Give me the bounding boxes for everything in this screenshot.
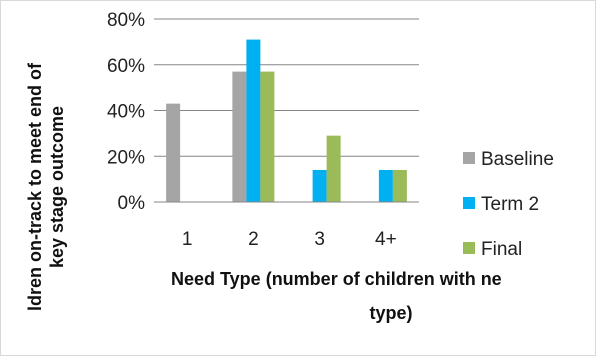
bar-final-2: [260, 71, 275, 202]
y-axis-title-line-2: key stage outcome: [47, 106, 67, 268]
bar-final-4plus: [392, 169, 407, 202]
y-tick-label: 60%: [107, 56, 145, 77]
legend-swatch: [463, 152, 475, 164]
y-tick-label: 0%: [118, 193, 146, 214]
legend-label: Final: [481, 239, 522, 260]
x-tick-labels: 1 2 3 4+: [182, 229, 397, 250]
bar-baseline-2: [232, 71, 247, 202]
y-tick-label: 40%: [107, 102, 145, 123]
legend: Baseline Term 2 Final: [463, 149, 554, 260]
bar-term-2-2: [246, 39, 261, 203]
bar-term-2-4plus: [378, 169, 393, 202]
x-tick-label: 4+: [375, 229, 397, 250]
legend-swatch: [463, 242, 475, 254]
y-tick-label: 80%: [107, 10, 145, 31]
y-tick-label: 20%: [107, 147, 145, 168]
bar-final-3: [326, 135, 341, 202]
x-tick-label: 2: [248, 229, 259, 250]
x-tick-label: 1: [182, 229, 193, 250]
y-axis-title-line-1: ldren on-track to meet end of: [25, 62, 45, 311]
legend-label: Baseline: [481, 149, 554, 170]
legend-swatch: [463, 197, 475, 209]
bar-term-2-3: [312, 169, 327, 202]
x-tick-label: 3: [314, 229, 325, 250]
x-axis-title-line-2: type): [369, 303, 412, 323]
bars: [166, 39, 407, 203]
legend-label: Term 2: [481, 194, 539, 215]
bar-baseline-1: [166, 103, 181, 202]
y-tick-labels: 0% 20% 40% 60% 80%: [107, 10, 145, 214]
x-axis-title-line-1: Need Type (number of children with ne: [171, 269, 502, 289]
